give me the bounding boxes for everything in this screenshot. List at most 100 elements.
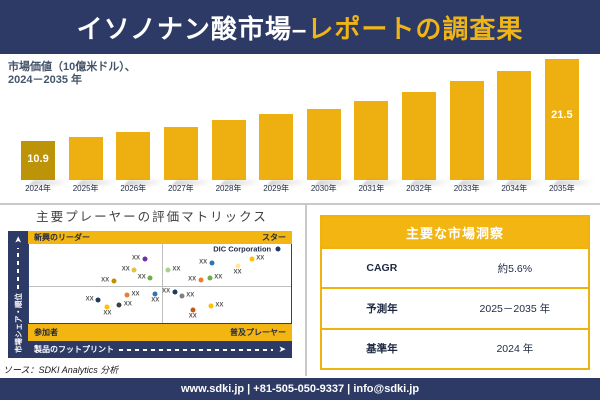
bar-value-label: 21.5 — [551, 109, 573, 121]
bar-column: 2032年 — [402, 59, 436, 193]
matrix-y-axis-label: 市場シェア・順位 — [13, 293, 23, 353]
scatter-point-label: XX — [121, 266, 130, 273]
scatter-point-label: XX — [233, 269, 242, 276]
scatter-point: XX — [162, 288, 178, 295]
matrix-title: 主要プレーヤーの評価マトリックス — [36, 210, 268, 224]
bar-2032年 — [402, 92, 436, 180]
scatter-point: XX — [122, 267, 137, 273]
scatter-point-label: XX — [123, 301, 132, 308]
scatter-point: XX — [103, 304, 111, 316]
quadrant-label-stars: スター — [262, 233, 286, 242]
scatter-point-label: XX — [188, 313, 197, 320]
bar-2029年 — [259, 114, 294, 180]
evaluation-matrix: 市場シェア・順位 ➤ 新興のリーダー スター XX XX XX XX XX XX XX XX X… — [8, 231, 292, 358]
scatter-point-label: XX — [172, 266, 181, 273]
scatter-point: XX — [179, 293, 194, 299]
scatter-point: XX — [124, 291, 140, 298]
quadrant-vertical-line — [162, 244, 164, 323]
scatter-point: XX — [165, 267, 180, 273]
scatter-point-dic-corporation: DIC Corporation — [213, 245, 281, 254]
scatter-point-label: XX — [101, 277, 110, 284]
key-insights-panel: 主要な市場洞察 CAGR 約5.6% 予測年 2025－2035 年基準年 2024 年 — [320, 215, 590, 370]
insight-value: 約5.6% — [497, 262, 533, 275]
scatter-point-label: XX — [188, 276, 197, 283]
quadrant-label-participants: 参加者 — [34, 328, 58, 337]
bar-column: 21.5 2035年 — [544, 59, 579, 193]
scatter-point-label: XX — [214, 274, 223, 281]
x-axis-tick-label: 2035年 — [548, 184, 575, 193]
quadrant-label-emerging-leaders: 新興のリーダー — [34, 233, 90, 242]
page-title-white: イソノナン酸市場– — [76, 13, 308, 44]
horizontal-divider — [0, 203, 600, 205]
insight-row-cagr: CAGR 約5.6% — [322, 247, 588, 287]
insight-value: 2025－2035 年 — [479, 302, 551, 315]
x-axis-tick-label: 2033年 — [453, 184, 480, 193]
bar-2035年: 21.5 — [544, 59, 579, 180]
vertical-divider — [305, 205, 307, 376]
x-axis-tick-label: 2031年 — [358, 184, 385, 193]
insight-label: 予測年 — [366, 302, 398, 315]
matrix-x-axis-label: 製品のフットプリント — [34, 345, 114, 354]
insight-row-予測年: 予測年 2025－2035 年 — [322, 287, 588, 327]
bar-column: 2034年 — [497, 59, 532, 193]
scatter-point: XX — [151, 291, 159, 304]
bar-column: 10.9 2024年 — [21, 59, 55, 193]
bar-column: 2031年 — [354, 59, 389, 193]
chart-caption: 市場価値（10億米ドル）、 2024－2035 年 — [8, 61, 136, 87]
bar-column: 2025年 — [68, 59, 103, 193]
scatter-point-label: XX — [132, 255, 141, 262]
chart-caption-line2: 2024－2035 年 — [8, 74, 82, 86]
scatter-point-label: XX — [131, 291, 140, 298]
quadrant-horizontal-line — [29, 285, 291, 287]
matrix-top-band: 新興のリーダー スター — [28, 231, 292, 244]
page-title-gold: レポートの調査果 — [307, 13, 524, 44]
scatter-point: XX — [207, 275, 222, 281]
insight-row-基準年: 基準年 2024 年 — [322, 327, 588, 368]
x-axis-tick-label: 2025年 — [72, 184, 99, 193]
page-header: イソノナン酸市場–レポートの調査果 — [0, 0, 600, 54]
quadrant-label-pervasive-players: 普及プレーヤー — [230, 328, 286, 337]
matrix-y-axis-band: 市場シェア・順位 ➤ — [8, 231, 28, 358]
scatter-point-label: XX — [137, 274, 146, 281]
footer-contact-text: www.sdki.jp | +81-505-050-9337 | info@sd… — [180, 383, 420, 395]
scatter-point-label: DIC Corporation — [213, 244, 272, 254]
scatter-point-label: XX — [256, 255, 265, 262]
scatter-point-label: XX — [186, 292, 195, 299]
x-axis-tick-label: 2030年 — [310, 184, 337, 193]
bar-column: 2033年 — [449, 59, 484, 193]
scatter-point-label: XX — [103, 310, 112, 317]
bar-column: 2029年 — [259, 59, 294, 193]
source-note: ソース：SDKI Analytics 分析 — [3, 365, 119, 375]
x-axis-dashed-line — [119, 348, 274, 351]
bar-value-label: 10.9 — [27, 153, 49, 165]
scatter-point-label: XX — [199, 259, 208, 266]
matrix-x-axis-band: 製品のフットプリント ➤ — [28, 341, 292, 358]
bar-2024年: 10.9 — [21, 141, 55, 180]
scatter-point-label: XX — [215, 302, 224, 309]
page-title: イソノナン酸市場–レポートの調査果 — [77, 9, 524, 46]
bar-2027年 — [163, 127, 198, 180]
matrix-body: 新興のリーダー スター XX XX XX XX XX XX XX XX XX XX XX XX XX DI… — [28, 231, 292, 358]
bar-chart: 10.9 2024年 2025年 2026年 2027年 2028年 2029年 2030年 2… — [8, 59, 592, 193]
bar-2028年 — [211, 120, 246, 180]
x-axis-tick-label: 2032年 — [406, 184, 432, 193]
scatter-point: XX — [101, 278, 117, 284]
bar-column: 2028年 — [211, 59, 246, 193]
insight-label: 基準年 — [366, 343, 398, 356]
bar-column: 2027年 — [163, 59, 198, 193]
key-insights-table: CAGR 約5.6% 予測年 2025－2035 年基準年 2024 年 — [322, 247, 588, 368]
x-axis-tick-label: 2029年 — [263, 184, 290, 193]
x-axis-tick-label: 2024年 — [25, 184, 51, 193]
scatter-point: XX — [132, 256, 148, 262]
insight-value: 2024 年 — [496, 343, 534, 356]
footer-bar: www.sdki.jp | +81-505-050-9337 | info@sd… — [0, 378, 600, 400]
scatter-point-label: XX — [162, 288, 171, 295]
x-axis-tick-label: 2027年 — [167, 184, 194, 193]
bar-2025年 — [68, 137, 103, 180]
y-axis-dashed-line — [17, 247, 19, 289]
scatter-point: XX — [249, 256, 264, 262]
x-axis-tick-label: 2028年 — [215, 184, 242, 193]
x-axis-tick-label: 2026年 — [120, 184, 147, 193]
bar-2033年 — [449, 81, 484, 180]
